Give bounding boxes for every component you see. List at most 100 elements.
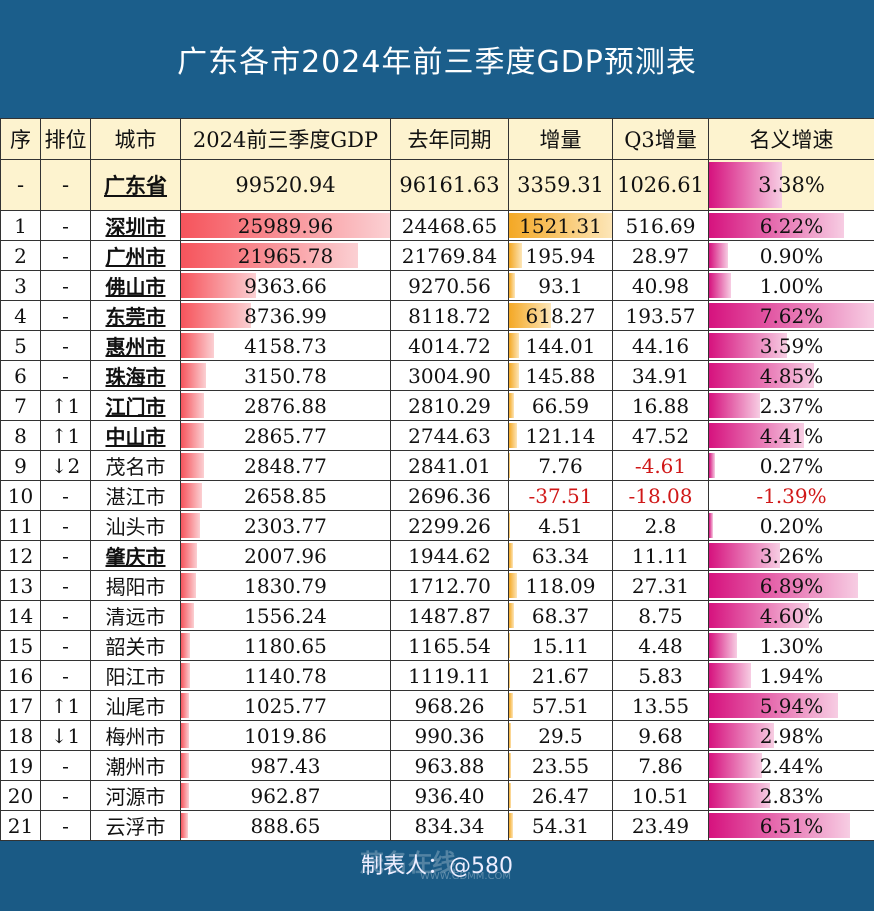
rank-value: 15	[7, 633, 34, 658]
change-value: -	[62, 213, 69, 238]
rank-value: 1	[14, 213, 27, 238]
city-cell: 江门市	[90, 390, 181, 421]
city-cell: 珠海市	[90, 360, 181, 391]
spd-cell: 4.41%	[708, 420, 874, 451]
last-cell: 96161.63	[390, 159, 509, 211]
gdp-value: 3150.78	[244, 363, 327, 388]
q3-cell: 9.68	[612, 720, 709, 751]
inc-bar	[509, 663, 511, 688]
change-cell: -	[40, 240, 91, 271]
last-cell: 2299.26	[390, 510, 509, 541]
rank-cell: 4	[0, 300, 41, 331]
last-value: 24468.65	[401, 213, 498, 238]
change-cell: -	[40, 270, 91, 301]
inc-cell: 7.76	[508, 450, 613, 481]
change-value: -	[62, 813, 69, 838]
gdp-bar	[181, 303, 252, 328]
spd-value: 3.38%	[758, 173, 825, 197]
change-value: -	[61, 173, 70, 197]
rank-cell: 1	[0, 210, 41, 241]
q3-cell: 47.52	[612, 420, 709, 451]
gdp-value: 2848.77	[244, 453, 327, 478]
city-value: 东莞市	[105, 305, 166, 329]
gdp-value: 9363.66	[244, 273, 327, 298]
change-cell: -	[40, 630, 91, 661]
gdp-bar	[181, 633, 191, 658]
city-value: 梅州市	[105, 725, 166, 749]
last-value: 96161.63	[399, 173, 500, 197]
change-cell: -	[40, 540, 91, 571]
gdp-value: 1019.86	[244, 723, 327, 748]
last-cell: 990.36	[390, 720, 509, 751]
q3-cell: -4.61	[612, 450, 709, 481]
rank-value: 3	[14, 273, 27, 298]
inc-cell: 68.37	[508, 600, 613, 631]
spd-bar	[709, 162, 783, 208]
last-cell: 21769.84	[390, 240, 509, 271]
spd-value: 6.22%	[759, 213, 824, 238]
city-value: 汕头市	[105, 515, 166, 539]
spd-cell: 6.22%	[708, 210, 874, 241]
change-cell: ↓1	[40, 720, 91, 751]
last-cell: 1487.87	[390, 600, 509, 631]
rank-cell: 15	[0, 630, 41, 661]
spd-bar	[709, 723, 774, 748]
table-row: 1 - 深圳市 25989.96 24468.65 1521.31 516.69 6.22%	[0, 210, 874, 241]
spd-cell: 2.37%	[708, 390, 874, 421]
rank-value: 13	[7, 573, 34, 598]
city-cell: 广东省	[90, 159, 181, 211]
gdp-bar	[181, 573, 196, 598]
spd-cell: 1.94%	[708, 660, 874, 691]
column-header: 2024前三季度GDP	[180, 118, 391, 160]
spd-bar	[709, 663, 751, 688]
spd-bar	[709, 513, 714, 538]
rank-cell: 17	[0, 690, 41, 721]
spd-value: 5.94%	[759, 693, 824, 718]
inc-cell: 118.09	[508, 570, 613, 601]
change-cell: ↑1	[40, 390, 91, 421]
inc-cell: 63.34	[508, 540, 613, 571]
change-value: ↑1	[50, 693, 81, 718]
gdp-cell: 2658.85	[180, 480, 391, 511]
change-cell: -	[40, 750, 91, 781]
spd-cell: 4.85%	[708, 360, 874, 391]
city-value: 佛山市	[105, 275, 166, 299]
rank-cell: -	[0, 159, 41, 211]
table-row: 21 - 云浮市 888.65 834.34 54.31 23.49 6.51%	[0, 810, 874, 841]
rank-value: 16	[7, 663, 34, 688]
inc-bar	[509, 453, 510, 478]
city-value: 珠海市	[105, 365, 166, 389]
q3-value: 9.68	[638, 723, 683, 748]
rank-value: 4	[14, 303, 27, 328]
gdp-cell: 2865.77	[180, 420, 391, 451]
spd-cell: 4.60%	[708, 600, 874, 631]
spd-value: 2.37%	[759, 393, 824, 418]
city-value: 中山市	[105, 425, 166, 449]
spd-bar	[709, 603, 809, 628]
spd-bar	[709, 543, 780, 568]
spd-value: 6.51%	[759, 813, 824, 838]
gdp-bar	[181, 273, 257, 298]
gdp-cell: 1180.65	[180, 630, 391, 661]
gdp-cell: 1140.78	[180, 660, 391, 691]
rank-cell: 12	[0, 540, 41, 571]
spd-cell: 1.00%	[708, 270, 874, 301]
gdp-bar	[181, 813, 189, 838]
last-cell: 3004.90	[390, 360, 509, 391]
inc-bar	[509, 543, 514, 568]
city-cell: 湛江市	[90, 480, 181, 511]
spd-cell: 2.44%	[708, 750, 874, 781]
city-value: 揭阳市	[105, 575, 166, 599]
gdp-value: 1140.78	[244, 663, 327, 688]
change-cell: -	[40, 159, 91, 211]
inc-value: -37.51	[528, 483, 593, 508]
last-value: 4014.72	[408, 333, 491, 358]
rank-cell: 11	[0, 510, 41, 541]
spd-bar	[709, 813, 850, 838]
spd-value: 6.89%	[759, 573, 824, 598]
gdp-bar	[181, 783, 189, 808]
gdp-cell: 9363.66	[180, 270, 391, 301]
change-value: -	[62, 603, 69, 628]
inc-value: 3359.31	[517, 173, 604, 197]
rank-cell: 18	[0, 720, 41, 751]
